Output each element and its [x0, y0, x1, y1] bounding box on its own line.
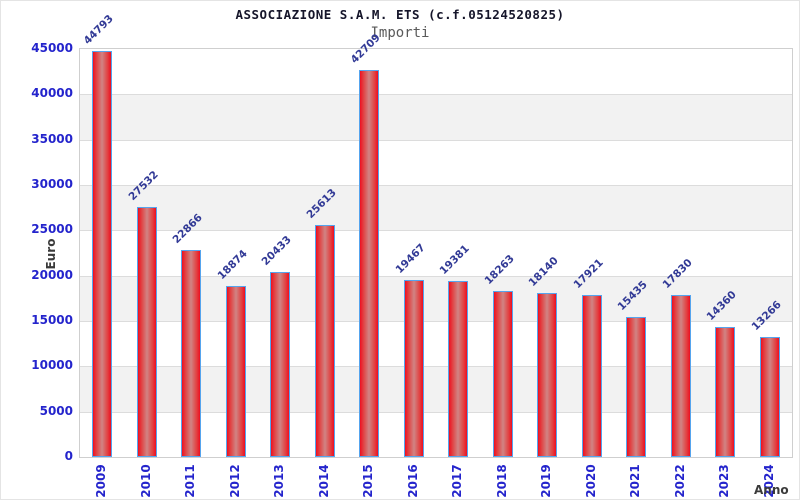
x-tick-label-2020: 2020 [584, 464, 598, 498]
x-tick-label-2013: 2013 [272, 464, 286, 498]
x-tick-label-2009: 2009 [94, 464, 108, 498]
bar-2009 [92, 51, 112, 457]
x-tick-label-2017: 2017 [450, 464, 464, 498]
grid-band [80, 139, 792, 185]
x-tick-label-2012: 2012 [228, 464, 242, 498]
x-tick-label-2021: 2021 [628, 464, 642, 498]
bar-2016 [404, 280, 424, 457]
x-axis-title: Anno [754, 483, 789, 497]
bar-2022 [671, 295, 691, 457]
bar-2014 [315, 225, 335, 457]
y-tick-label: 45000 [31, 41, 73, 55]
grid-band [80, 94, 792, 140]
bar-2013 [270, 272, 290, 457]
bar-2019 [537, 293, 557, 457]
grid-band [80, 184, 792, 231]
x-tick-label-2010: 2010 [139, 464, 153, 498]
bar-2011 [181, 250, 201, 457]
plot-area: 44793 27532 22866 18874 20433 25613 42709 19467… [79, 13, 793, 458]
chart-title: ASSOCIAZIONE S.A.M. ETS (c.f.05124520825… [235, 7, 565, 22]
x-tick-label-2016: 2016 [406, 464, 420, 498]
bar-2010 [137, 207, 157, 457]
x-tick-label-2022: 2022 [673, 464, 687, 498]
bar-2023 [715, 327, 735, 457]
bar-2024 [760, 337, 780, 457]
y-tick-label: 10000 [31, 358, 73, 373]
x-tick-label-2018: 2018 [495, 464, 509, 498]
bar-2012 [226, 286, 246, 457]
chart-subtitle: Importi [370, 25, 430, 41]
x-tick-label-2011: 2011 [183, 464, 197, 498]
x-tick-label-2019: 2019 [539, 464, 553, 498]
bar-2015 [359, 70, 379, 457]
y-axis-title: Euro [44, 238, 58, 270]
bar-2021 [626, 317, 646, 457]
y-tick-label: 5000 [39, 403, 73, 418]
y-tick-label: 0 [64, 449, 73, 463]
y-tick-label: 25000 [31, 222, 73, 237]
y-tick-label: 35000 [31, 131, 73, 146]
grid-band [80, 49, 792, 95]
bar-2020 [582, 295, 602, 457]
x-tick-label-2023: 2023 [717, 464, 731, 498]
y-tick-label: 30000 [31, 177, 73, 191]
x-tick-label-2014: 2014 [317, 464, 331, 498]
bar-2018 [493, 291, 513, 457]
y-tick-label: 15000 [31, 313, 73, 327]
y-tick-label: 20000 [31, 267, 73, 282]
x-tick-label-2015: 2015 [361, 464, 375, 498]
bar-2017 [448, 281, 468, 457]
y-tick-label: 40000 [31, 86, 73, 101]
